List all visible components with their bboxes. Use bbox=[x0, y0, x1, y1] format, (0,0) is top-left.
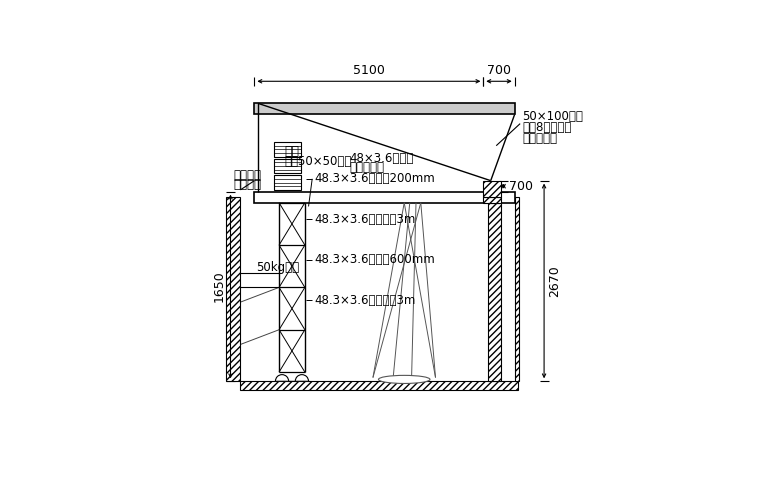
Text: 端有效固定: 端有效固定 bbox=[349, 161, 384, 174]
Text: 有效连接: 有效连接 bbox=[234, 178, 261, 191]
Text: 50×100枚木: 50×100枚木 bbox=[522, 110, 583, 123]
Text: 2670: 2670 bbox=[549, 265, 562, 297]
Text: 满铺50×50跳板: 满铺50×50跳板 bbox=[284, 155, 352, 168]
Text: 700: 700 bbox=[487, 64, 511, 77]
Bar bbox=[226, 197, 240, 381]
Text: 5100: 5100 bbox=[353, 64, 385, 77]
Text: 50kg沙袋: 50kg沙袋 bbox=[256, 261, 299, 273]
Text: 48×3.6钉管前: 48×3.6钉管前 bbox=[349, 152, 413, 165]
Text: 采用8号线与框: 采用8号线与框 bbox=[522, 121, 572, 134]
Text: 配重: 配重 bbox=[284, 145, 299, 158]
Bar bbox=[515, 197, 519, 381]
Text: 梁有效固定: 梁有效固定 bbox=[522, 132, 557, 145]
Text: 与建筑物: 与建筑物 bbox=[234, 169, 261, 182]
Text: 700: 700 bbox=[509, 180, 533, 193]
Ellipse shape bbox=[378, 375, 430, 383]
Text: 48.3×3.6钉管间200mm: 48.3×3.6钉管间200mm bbox=[314, 173, 435, 185]
Text: 48.3×3.6钉管长度3m: 48.3×3.6钉管长度3m bbox=[314, 294, 416, 307]
Text: 48.3×3.6钉管间600mm: 48.3×3.6钉管间600mm bbox=[314, 253, 435, 266]
Bar bbox=[255, 103, 515, 114]
Bar bbox=[240, 381, 518, 391]
Wedge shape bbox=[275, 375, 289, 381]
Bar bbox=[483, 197, 501, 203]
Bar bbox=[255, 192, 515, 203]
Wedge shape bbox=[296, 375, 309, 381]
Bar bbox=[274, 175, 301, 190]
Text: 1650: 1650 bbox=[213, 271, 226, 303]
Bar bbox=[274, 142, 301, 157]
Text: 48.3×3.6钉管长度3m: 48.3×3.6钉管长度3m bbox=[314, 213, 416, 226]
Bar bbox=[274, 159, 301, 174]
Bar bbox=[488, 203, 501, 381]
Bar bbox=[483, 181, 501, 197]
